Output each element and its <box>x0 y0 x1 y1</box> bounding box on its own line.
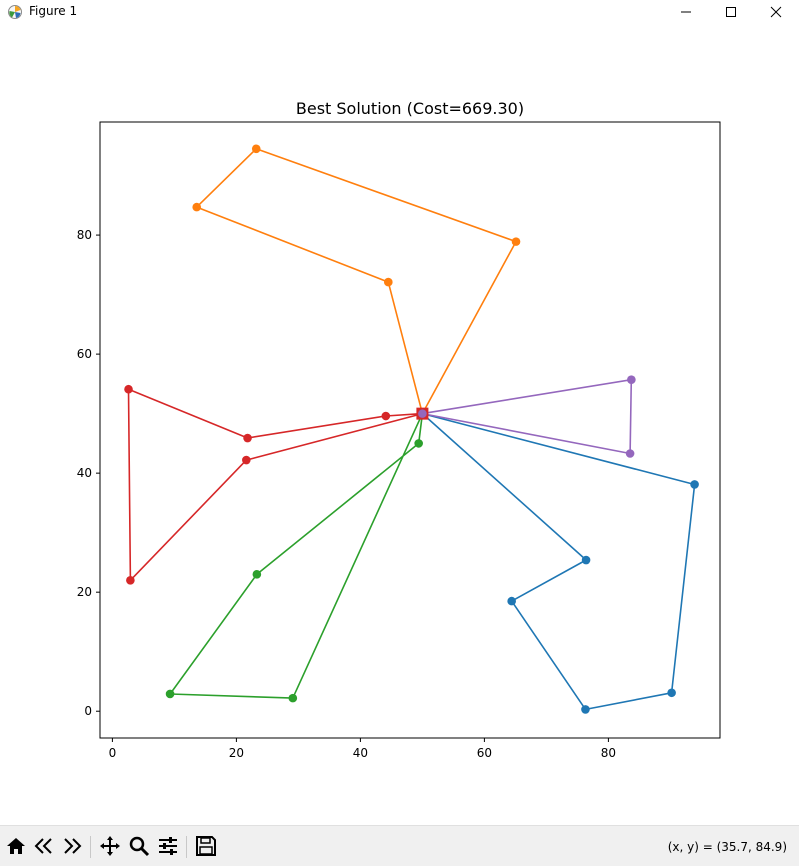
window-titlebar: Figure 1 <box>0 0 799 24</box>
forward-button[interactable] <box>60 834 84 858</box>
plot-canvas[interactable]: Best Solution (Cost=669.30) 0 20 40 60 80 0 20… <box>0 24 799 825</box>
route-3-point <box>288 693 298 703</box>
chart-title: Best Solution (Cost=669.30) <box>296 99 524 118</box>
route-1-point <box>581 555 591 565</box>
route-line-4 <box>127 388 423 582</box>
x-tick-label: 40 <box>353 746 368 760</box>
maximize-icon <box>726 7 736 17</box>
y-tick-label: 0 <box>84 704 92 718</box>
app-icon <box>8 5 22 19</box>
x-tick-label: 20 <box>229 746 244 760</box>
series-group <box>124 144 699 714</box>
x-tick-label: 0 <box>109 746 117 760</box>
home-icon <box>7 838 25 854</box>
cursor-coordinates: (x, y) = (35.7, 84.9) <box>667 840 787 854</box>
route-1-point <box>667 688 676 698</box>
route-4-point <box>243 433 252 443</box>
zoom-button[interactable] <box>127 834 151 858</box>
window-title: Figure 1 <box>29 4 78 18</box>
route-4-point <box>126 575 135 585</box>
route-line-5 <box>422 378 633 455</box>
route-1-point <box>581 705 590 714</box>
route-2-point <box>511 237 521 246</box>
route-5-point <box>625 449 635 458</box>
home-button[interactable] <box>4 834 28 858</box>
pan-icon <box>100 836 120 856</box>
axes-frame <box>99 121 721 739</box>
route-2-point <box>384 277 393 287</box>
x-tick-label: 80 <box>601 746 616 760</box>
route-1-point <box>507 596 516 606</box>
configure-subplots-button[interactable] <box>156 834 180 858</box>
save-button[interactable] <box>194 834 218 858</box>
navigation-toolbar: (x, y) = (35.7, 84.9) <box>0 825 799 866</box>
y-tick-label: 20 <box>77 585 92 599</box>
minimize-button[interactable] <box>663 0 709 24</box>
zoom-icon <box>129 836 150 857</box>
route-3-point <box>414 439 423 448</box>
route-2-point <box>251 144 261 154</box>
y-tick-label: 80 <box>77 228 92 242</box>
route-4-point <box>381 411 391 421</box>
back-button[interactable] <box>32 834 56 858</box>
route-3-point <box>165 689 175 699</box>
toolbar-separator <box>186 836 187 858</box>
configure-subplots-icon <box>159 837 177 855</box>
axis-ticks: 0 20 40 60 80 0 20 40 60 80 <box>77 228 616 760</box>
route-4-point <box>124 384 133 394</box>
toolbar-separator <box>90 836 91 858</box>
y-tick-label: 60 <box>77 347 92 361</box>
x-tick-label: 60 <box>477 746 492 760</box>
maximize-button[interactable] <box>708 0 754 24</box>
route-line-2 <box>195 148 517 414</box>
y-tick-label: 40 <box>77 466 92 480</box>
pan-button[interactable] <box>98 834 122 858</box>
route-5-point <box>418 409 427 418</box>
forward-icon <box>64 838 82 854</box>
close-button[interactable] <box>753 0 799 24</box>
route-line-1 <box>421 412 696 711</box>
minimize-icon <box>681 11 691 13</box>
route-2-point <box>192 202 202 212</box>
route-4-point <box>242 455 251 465</box>
route-1-point <box>690 480 699 489</box>
close-icon <box>770 6 782 18</box>
save-icon <box>196 836 216 856</box>
route-3-point <box>252 570 262 579</box>
back-icon <box>34 838 52 854</box>
route-line-3 <box>169 413 424 699</box>
route-5-point <box>627 375 636 385</box>
